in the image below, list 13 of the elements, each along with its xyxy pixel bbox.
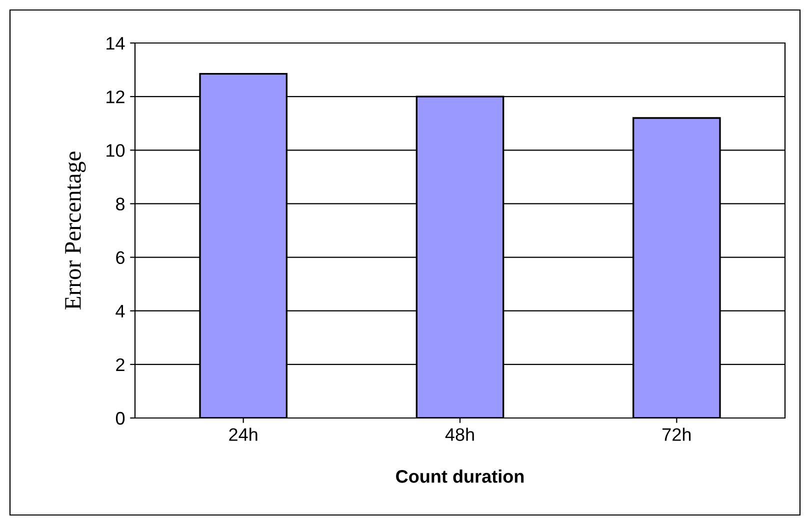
y-tick-label: 2 (116, 358, 124, 371)
y-tick-label: 6 (116, 251, 124, 264)
y-tick-label: 0 (116, 412, 125, 425)
x-tick-label: 24h (229, 428, 258, 441)
y-tick-label: 10 (106, 144, 125, 157)
x-tick-label: 72h (662, 428, 691, 441)
y-tick-label: 8 (116, 198, 124, 210)
y-axis-title: Error Percentage (65, 152, 86, 310)
x-axis-title: Count duration (396, 470, 524, 483)
y-tick-label: 4 (116, 304, 125, 318)
x-tick-label: 48h (445, 428, 474, 441)
y-tick-label: 12 (106, 90, 124, 104)
y-tick-label: 14 (106, 37, 125, 50)
